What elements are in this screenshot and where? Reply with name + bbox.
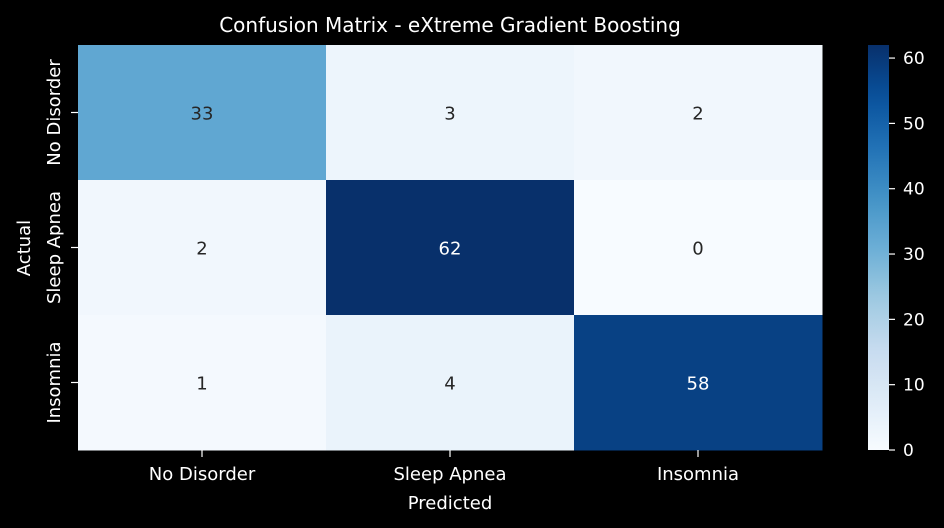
x-tick-label: Insomnia: [657, 464, 739, 485]
cell-annotations: 33 3 22 62 01 4 58: [191, 104, 710, 395]
x-axis: No Disorder Sleep Apnea Insomnia: [149, 450, 739, 485]
colorbar-tick-label: 20: [903, 310, 925, 330]
heatmap-cell: [574, 315, 823, 451]
heatmap-cell: [78, 45, 327, 181]
heatmap-cell: [326, 180, 575, 316]
colorbar-ticks: 0 10 20 30 40 50 60: [889, 49, 925, 461]
y-axis-label: Actual: [14, 220, 35, 276]
colorbar-tick-label: 60: [903, 49, 925, 69]
cell-value: 0: [692, 239, 703, 260]
colorbar-tick-label: 50: [903, 114, 925, 134]
heatmap-cell: [326, 315, 575, 451]
cell-value: 62: [439, 239, 462, 260]
heatmap-cells: [78, 45, 823, 451]
colorbar-tick-label: 40: [903, 180, 925, 200]
cell-value: 2: [196, 239, 207, 260]
cell-value: 58: [687, 374, 710, 395]
colorbar-tick-label: 0: [903, 441, 914, 461]
x-tick-label: Sleep Apnea: [394, 464, 507, 485]
heatmap-cell: [574, 45, 823, 181]
cell-value: 4: [444, 374, 455, 395]
heatmap-cell: [574, 180, 823, 316]
colorbar-tick-label: 10: [903, 376, 925, 396]
x-tick-label: No Disorder: [149, 464, 256, 485]
cell-value: 3: [444, 104, 455, 125]
y-tick-label: Insomnia: [44, 341, 65, 423]
cell-value: 1: [196, 374, 207, 395]
chart-title: Confusion Matrix - eXtreme Gradient Boos…: [219, 13, 681, 37]
colorbar-tick-label: 30: [903, 245, 925, 265]
cell-value: 2: [692, 104, 703, 125]
x-axis-label: Predicted: [408, 493, 493, 514]
y-axis: No Disorder Sleep Apnea Insomnia: [44, 59, 78, 424]
colorbar: [868, 45, 889, 450]
heatmap-cell: [78, 315, 327, 451]
y-tick-label: Sleep Apnea: [44, 191, 65, 304]
heatmap-cell: [326, 45, 575, 181]
cell-value: 33: [191, 104, 214, 125]
y-tick-label: No Disorder: [44, 59, 65, 166]
heatmap-cell: [78, 180, 327, 316]
